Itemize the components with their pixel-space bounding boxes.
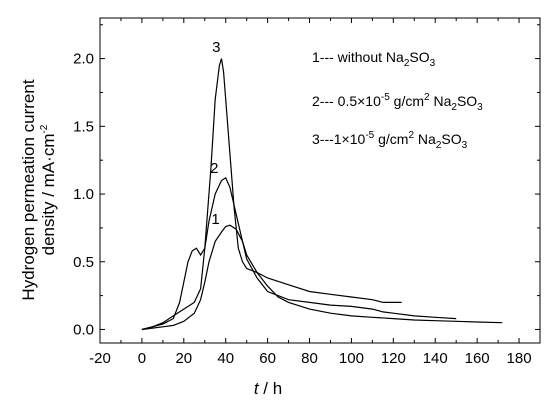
- series-line-3: [141, 58, 402, 331]
- series-line-1: [141, 224, 503, 331]
- curve-label-2: 2: [210, 160, 218, 177]
- legend-text-part: 1--- without Na: [312, 49, 404, 65]
- y-tick-label: 0.5: [73, 254, 94, 271]
- legend-text-part: 2: [451, 102, 457, 113]
- axis-ticks: -20 0 20 40 60 80 100 120 140 160 180 0.0 0.5 1.0 1.5 2…: [73, 18, 540, 367]
- curve-label-3: 3: [212, 39, 220, 56]
- x-axis-variable: t: [254, 379, 260, 398]
- legend-text-part: -5: [381, 92, 390, 103]
- legend-entry-1: 1--- without Na2​SO3​: [312, 49, 436, 69]
- legend-text-part: 3: [430, 58, 436, 69]
- curve-labels: 1 2 3: [210, 39, 220, 228]
- x-tick-label: 20: [175, 350, 192, 367]
- y-axis-title: Hydrogen permeation current density / mA…: [19, 79, 58, 300]
- legend-text-part: Na: [430, 93, 452, 109]
- legend-text-part: -5: [365, 130, 374, 141]
- legend-text-part: SO: [441, 131, 461, 147]
- x-tick-label: 100: [339, 350, 364, 367]
- x-tick-label: 40: [217, 350, 234, 367]
- y-axis-title-exponent: -2: [39, 124, 50, 133]
- y-axis-title-line2-text: density / mA·cm: [39, 134, 58, 256]
- y-tick-label: 0.0: [73, 321, 94, 338]
- y-axis-title-line2: density / mA·cm-2: [39, 124, 58, 255]
- legend-entry-3: 3---1×10-5​ g/cm2​ Na2​SO3​: [312, 130, 468, 151]
- legend: 1--- without Na2​SO3​ 2--- 0.5×10-5​ g/c…: [312, 49, 483, 151]
- x-axis-unit: / h: [259, 379, 283, 398]
- x-tick-label: 180: [507, 350, 532, 367]
- y-tick-label: 1.5: [73, 118, 94, 135]
- legend-text-part: 2: [404, 58, 410, 69]
- y-axis-title-line1: Hydrogen permeation current: [19, 79, 38, 300]
- legend-text-part: 2: [424, 92, 430, 103]
- curve-label-1: 1: [211, 211, 219, 228]
- legend-text-part: 2--- 0.5×10: [312, 93, 381, 109]
- y-tick-label: 2.0: [73, 51, 94, 68]
- x-axis-title: t / h: [254, 379, 282, 398]
- series-curves: [141, 58, 503, 331]
- legend-text-part: g/cm: [374, 131, 408, 147]
- x-tick-label: 160: [465, 350, 490, 367]
- x-tick-label: 120: [381, 350, 406, 367]
- legend-text-part: SO: [409, 49, 429, 65]
- legend-text-part: g/cm: [390, 93, 424, 109]
- legend-text-part: 3: [462, 140, 468, 151]
- x-tick-label: -20: [89, 350, 111, 367]
- plot-frame: [99, 17, 541, 344]
- legend-text-part: 2: [408, 130, 414, 141]
- legend-text-part: 3---1×10: [312, 131, 366, 147]
- x-tick-label: 140: [423, 350, 448, 367]
- y-tick-label: 1.0: [73, 186, 94, 203]
- series-line-2: [141, 176, 457, 331]
- x-tick-label: 80: [301, 350, 318, 367]
- legend-text-part: SO: [457, 93, 477, 109]
- x-tick-label: 0: [138, 350, 146, 367]
- legend-entry-2: 2--- 0.5×10-5​ g/cm2​ Na2​SO3​: [312, 92, 483, 113]
- legend-text-part: Na: [414, 131, 436, 147]
- legend-text-part: 2: [436, 140, 442, 151]
- x-tick-label: 60: [259, 350, 276, 367]
- legend-text-part: 3: [477, 102, 483, 113]
